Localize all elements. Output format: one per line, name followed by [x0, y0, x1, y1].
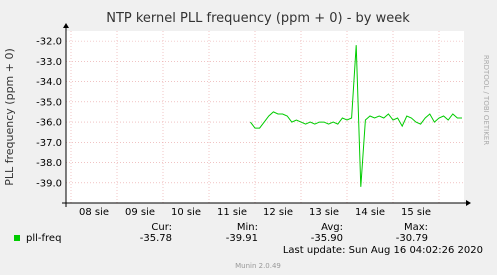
y-tick-label: -37.0 [36, 138, 62, 149]
y-axis-arrow [63, 23, 69, 28]
last-update: Last update: Sun Aug 16 04:02:26 2020 [283, 245, 483, 256]
x-tick-label: 13 sie [309, 207, 339, 218]
x-tick-label: 15 sie [401, 207, 431, 218]
y-axis-label: PLL frequency (ppm + 0) [3, 48, 16, 186]
series-layer [250, 45, 462, 187]
y-tick-label: -38.0 [36, 158, 62, 169]
watermark: RRDTOOL / TOBI OETIKER [482, 55, 490, 145]
legend-swatch [14, 235, 20, 241]
legend: pll-freq Cur:-35.78 Min:-39.91 Avg:-35.90 Ma… [14, 222, 428, 244]
grid [66, 31, 464, 203]
y-tick-label: -39.0 [36, 178, 62, 189]
line-series [250, 45, 462, 187]
legend-label: pll-freq [26, 233, 61, 244]
stat-value: -39.91 [226, 233, 258, 244]
y-tick-label: -33.0 [36, 57, 62, 68]
stat-header: Cur: [151, 222, 172, 233]
x-tick-label: 08 sie [79, 207, 109, 218]
stat-header: Avg: [321, 222, 343, 233]
x-tick-label: 14 sie [355, 207, 385, 218]
x-axis-arrow [466, 200, 471, 206]
stat-value: -30.79 [396, 233, 428, 244]
stat-header: Min: [237, 222, 258, 233]
y-tick-label: -34.0 [36, 77, 62, 88]
x-tick-label: 12 sie [263, 207, 293, 218]
x-tick-label: 10 sie [171, 207, 201, 218]
y-tick-label: -32.0 [36, 37, 62, 48]
stat-value: -35.90 [311, 233, 343, 244]
footer: Munin 2.0.49 [235, 262, 281, 270]
y-tick-label: -36.0 [36, 118, 62, 129]
x-tick-label: 11 sie [217, 207, 247, 218]
chart-title: NTP kernel PLL frequency (ppm + 0) - by … [106, 11, 410, 26]
y-tick-label: -35.0 [36, 97, 62, 108]
stat-header: Max: [404, 222, 428, 233]
stat-value: -35.78 [140, 233, 172, 244]
x-tick-label: 09 sie [125, 207, 155, 218]
plot-area [66, 31, 464, 203]
